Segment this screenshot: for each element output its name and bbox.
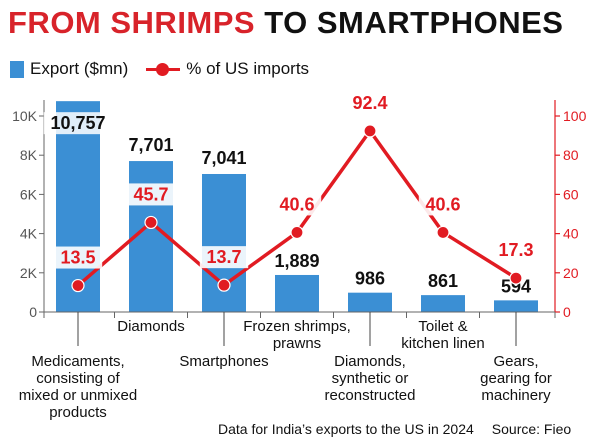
bar (275, 274, 319, 312)
bar-value-label-bg (351, 267, 389, 290)
bar-value-label: 7,041 (201, 148, 246, 168)
line-point (290, 225, 304, 240)
line-point (509, 271, 523, 285)
category-label: prawns (273, 335, 321, 352)
category-label: Toilet & (418, 318, 467, 335)
title-part-black: TO SMARTPHONES (264, 5, 564, 40)
bar-value-label: 10,757 (50, 113, 105, 133)
bar (421, 295, 465, 312)
right-axis-tick-label: 40 (563, 226, 579, 242)
bar-value-label: 594 (501, 276, 531, 296)
category-label: kitchen linen (401, 335, 484, 352)
right-axis-tick-label: 60 (563, 186, 579, 202)
bar-value-label-bg (195, 146, 253, 169)
bar-value-label: 986 (355, 269, 385, 289)
right-axis-tick-label: 20 (563, 265, 579, 281)
line-point (436, 225, 450, 240)
bar (56, 101, 100, 312)
category-label: Frozen shrimps, (243, 318, 351, 335)
category-label: Diamonds (117, 318, 185, 335)
category-label: synthetic or (332, 370, 409, 387)
right-axis-tick-label: 0 (563, 304, 571, 320)
legend-line-swatch (146, 61, 181, 78)
bar-value-label: 861 (428, 271, 458, 291)
line-point (363, 124, 377, 138)
category-label: Smartphones (179, 353, 268, 370)
line-value-label-bg (53, 246, 103, 269)
right-axis-tick-label: 80 (563, 147, 579, 163)
source-credit: Source: Fieo (491, 421, 572, 437)
category-label: products (49, 404, 107, 421)
legend-bar-label: Export ($mn) (30, 59, 129, 78)
bar-value-label-bg (43, 112, 113, 135)
left-axis-tick-label: 8K (20, 147, 38, 163)
line-value-label-bg (199, 246, 249, 269)
left-axis-tick-label: 4K (20, 226, 38, 242)
title-part-red: FROM SHRIMPS (8, 5, 256, 40)
line-value-label: 17.3 (498, 240, 533, 260)
line-value-label-bg (272, 193, 322, 216)
line-point (71, 278, 85, 293)
bar-value-label: 1,889 (274, 251, 319, 271)
line-value-label: 92.4 (352, 93, 387, 113)
line-value-label: 13.7 (206, 247, 241, 267)
bar-value-label-bg (268, 249, 326, 272)
line-value-label: 40.6 (425, 194, 460, 214)
right-axis-tick-label: 100 (563, 108, 587, 124)
line-value-label: 13.5 (60, 248, 95, 268)
line-point (144, 215, 158, 230)
left-axis-tick-label: 10K (12, 108, 38, 124)
category-label: Gears, (493, 353, 538, 370)
chart-title: FROM SHRIMPS TO SMARTPHONES (8, 6, 563, 40)
category-label: reconstructed (325, 387, 416, 404)
category-label: consisting of (36, 370, 120, 387)
footer-note: Data for India’s exports to the US in 20… (218, 421, 474, 437)
bar (494, 300, 538, 312)
line-value-label: 45.7 (133, 184, 168, 204)
legend-bar-swatch (10, 60, 24, 78)
bar-value-label-bg (122, 134, 180, 157)
line-value-label-bg (418, 193, 468, 216)
category-label: machinery (481, 387, 551, 404)
line-value-label-bg (491, 239, 541, 262)
line-value-label-bg (126, 183, 176, 206)
footer: Data for India’s exports to the US in 20… (218, 421, 571, 437)
bar-value-label: 7,701 (128, 135, 173, 155)
category-label: mixed or unmixed (19, 387, 137, 404)
line-point (217, 278, 231, 292)
category-label: Diamonds, (334, 353, 406, 370)
line-value-label-bg (345, 91, 395, 114)
legend: Export ($mn) % of US imports (10, 58, 309, 80)
left-axis-tick-label: 6K (20, 186, 38, 202)
legend-line-label: % of US imports (186, 59, 310, 78)
line-value-label: 40.6 (279, 194, 314, 214)
category-label: Medicaments, (31, 353, 124, 370)
bar-value-label-bg (424, 270, 462, 293)
category-label: gearing for (480, 370, 552, 387)
bar-value-label-bg (497, 275, 535, 298)
left-axis-tick-label: 0 (29, 304, 37, 320)
left-axis-tick-label: 2K (20, 265, 38, 281)
bar (348, 292, 392, 312)
